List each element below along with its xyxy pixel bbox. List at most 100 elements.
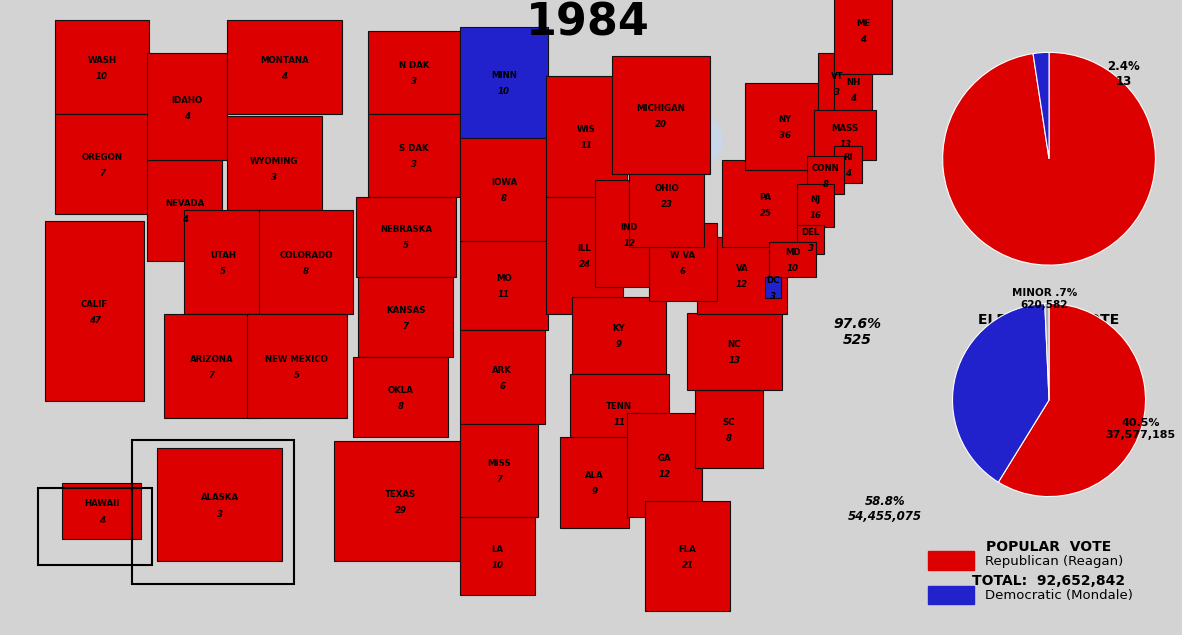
Text: SC: SC <box>722 418 735 427</box>
Text: 4: 4 <box>845 170 851 178</box>
Bar <box>353 357 448 437</box>
Text: S DAK: S DAK <box>400 144 429 153</box>
Text: 24: 24 <box>578 260 591 269</box>
Text: LA: LA <box>492 545 504 554</box>
Bar <box>546 76 628 196</box>
Text: 8: 8 <box>398 402 404 411</box>
Text: 7: 7 <box>99 169 105 178</box>
Bar <box>132 440 294 584</box>
Text: ARK: ARK <box>493 366 512 375</box>
Wedge shape <box>1033 52 1050 159</box>
Bar <box>806 156 844 194</box>
Text: ARIZONA: ARIZONA <box>190 355 233 364</box>
Bar <box>559 437 629 528</box>
Text: MICHIGAN: MICHIGAN <box>637 104 686 113</box>
Text: 12: 12 <box>736 280 748 290</box>
Text: 23: 23 <box>661 200 673 209</box>
Text: 7: 7 <box>208 371 215 380</box>
Text: 58.8%
54,455,075: 58.8% 54,455,075 <box>847 495 922 523</box>
Bar <box>818 53 856 114</box>
Bar <box>797 225 825 254</box>
Text: TOTAL:  92,652,842: TOTAL: 92,652,842 <box>973 574 1125 588</box>
Wedge shape <box>943 52 1155 265</box>
Bar <box>460 241 547 330</box>
Text: IND: IND <box>621 223 638 232</box>
Text: NY: NY <box>778 115 791 124</box>
Text: 10: 10 <box>96 72 108 81</box>
Text: RI: RI <box>844 153 853 163</box>
Bar <box>460 424 538 518</box>
Text: 4: 4 <box>850 95 856 104</box>
Text: DEL: DEL <box>801 228 819 237</box>
Text: KANSAS: KANSAS <box>387 305 426 315</box>
Text: OKLA: OKLA <box>388 386 414 395</box>
Text: WASH: WASH <box>87 56 117 65</box>
Bar <box>797 185 834 227</box>
Text: CALIF: CALIF <box>82 300 109 309</box>
Bar <box>460 27 547 138</box>
Text: 7: 7 <box>495 476 502 485</box>
Text: NH: NH <box>846 78 860 88</box>
Text: DC: DC <box>766 276 779 285</box>
Bar <box>38 488 152 566</box>
Wedge shape <box>999 304 1145 497</box>
Text: MASS: MASS <box>832 124 859 133</box>
Bar <box>834 145 863 183</box>
Text: 97.6%
525: 97.6% 525 <box>833 316 882 347</box>
Bar <box>157 448 281 561</box>
Text: 29: 29 <box>395 506 407 515</box>
Text: TOTAL:  538: TOTAL: 538 <box>1002 351 1096 364</box>
Text: 47: 47 <box>89 316 100 324</box>
Text: 16: 16 <box>810 211 821 220</box>
Text: 3: 3 <box>807 244 813 253</box>
Text: NEVADA: NEVADA <box>165 199 204 208</box>
Bar <box>834 0 892 74</box>
Bar <box>572 297 667 374</box>
Ellipse shape <box>593 71 701 162</box>
Legend: Republican (Reagan), Democratic (Mondale): Republican (Reagan), Democratic (Mondale… <box>923 546 1138 610</box>
Bar <box>570 374 669 452</box>
Text: 40.5%
37,577,185: 40.5% 37,577,185 <box>1105 418 1176 440</box>
Text: 8: 8 <box>303 267 310 276</box>
Text: 3: 3 <box>411 160 417 169</box>
Text: ME: ME <box>856 19 870 28</box>
Bar <box>227 116 322 220</box>
Text: 25: 25 <box>760 209 772 218</box>
Text: 12: 12 <box>623 239 635 248</box>
Bar <box>148 161 222 261</box>
Bar <box>333 441 468 561</box>
Text: 3: 3 <box>272 173 278 182</box>
Bar <box>460 518 534 595</box>
Text: 6: 6 <box>680 267 686 276</box>
Text: 12: 12 <box>658 470 670 479</box>
Text: 20: 20 <box>655 120 667 129</box>
Bar <box>184 210 262 314</box>
Text: 1984: 1984 <box>526 1 649 44</box>
Text: 7: 7 <box>403 322 409 331</box>
Text: 10: 10 <box>492 561 504 570</box>
Text: NJ: NJ <box>811 195 820 204</box>
Wedge shape <box>953 304 1050 482</box>
Text: UTAH: UTAH <box>210 251 236 260</box>
Text: TENN: TENN <box>606 402 632 411</box>
Text: MINN: MINN <box>491 71 517 80</box>
Text: PA: PA <box>760 192 772 202</box>
Text: 4: 4 <box>860 35 866 44</box>
Text: POPULAR  VOTE: POPULAR VOTE <box>987 540 1111 554</box>
Bar <box>259 210 353 314</box>
Text: 4: 4 <box>98 516 104 525</box>
Text: NEBRASKA: NEBRASKA <box>381 225 433 234</box>
Wedge shape <box>1045 304 1050 400</box>
Text: COLORADO: COLORADO <box>279 251 333 260</box>
Text: 8: 8 <box>726 434 732 443</box>
Text: FLA: FLA <box>678 545 696 554</box>
Text: IDAHO: IDAHO <box>171 96 203 105</box>
Bar <box>645 501 729 611</box>
Bar <box>612 56 710 174</box>
Text: N DAK: N DAK <box>400 61 429 70</box>
Text: 3: 3 <box>411 77 417 86</box>
Bar <box>745 83 825 170</box>
Bar <box>834 56 872 123</box>
Text: MD: MD <box>785 248 800 257</box>
Bar <box>765 277 780 298</box>
